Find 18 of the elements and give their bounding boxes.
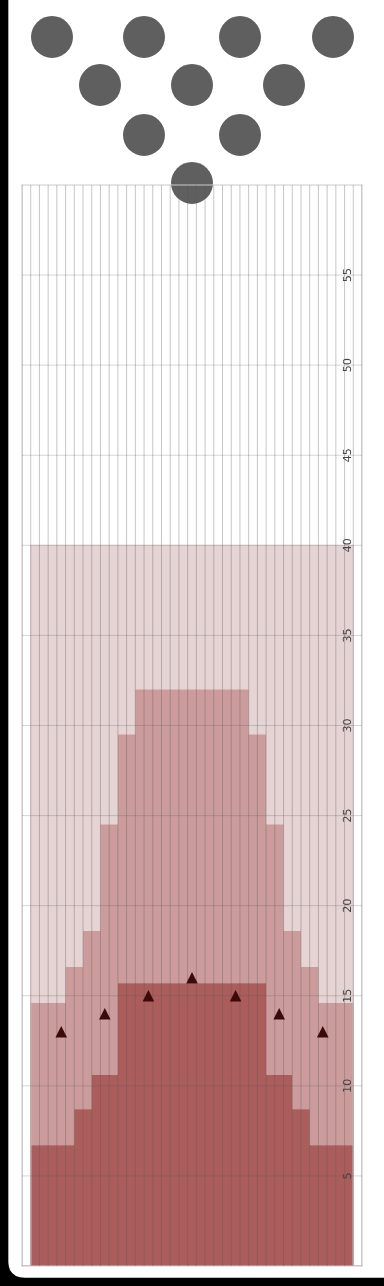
y-tick-label: 15: [342, 989, 352, 1002]
point: [186, 971, 198, 984]
y-tick-label: 55: [342, 268, 352, 282]
y-tick-label: 20: [342, 899, 352, 912]
y-tick-label: 45: [342, 449, 352, 462]
point: [316, 1025, 329, 1038]
y-tick-label: 30: [342, 719, 352, 732]
y-tick-label: 35: [342, 629, 352, 642]
y-tick-label: 10: [342, 1079, 352, 1092]
point: [229, 989, 242, 1002]
y-tick-label: 25: [342, 809, 352, 822]
point: [55, 1025, 68, 1038]
point: [273, 1007, 285, 1020]
point: [99, 1007, 111, 1020]
point: [142, 989, 155, 1002]
y-tick-label: 50: [342, 358, 352, 372]
y-tick-label: 5: [342, 1173, 352, 1179]
y-tick-label: 40: [342, 539, 352, 552]
